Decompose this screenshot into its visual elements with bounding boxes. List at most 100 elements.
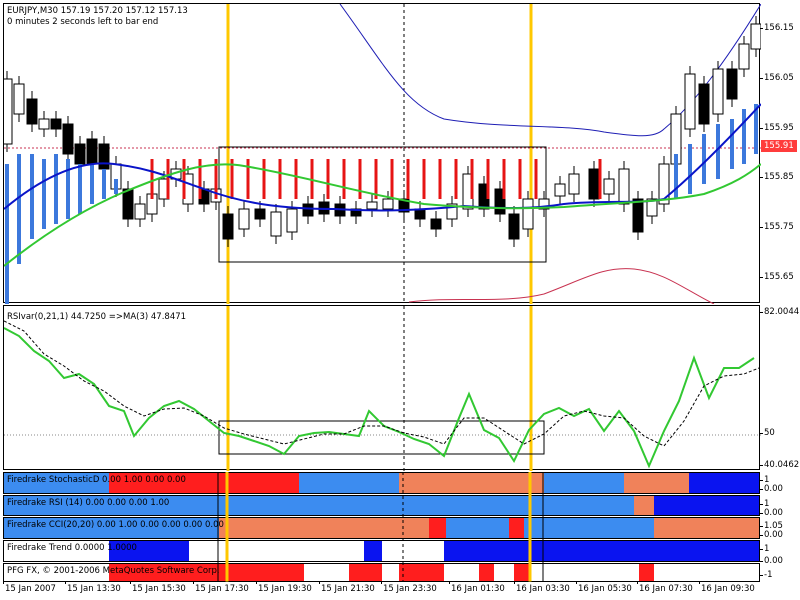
heat-axis: 1 0.00 1 0.00 1.05 0.00 1 0.00 -1 [759,472,800,582]
candle-body [62,123,74,155]
heat-row-label: Firedrake Trend 0.0000 1.0000 [7,543,137,553]
time-tick-label: 15 Jan 15:30 [132,584,186,594]
time-tick-label: 16 Jan 05:30 [578,584,632,594]
signal-bar [390,159,394,199]
time-tick-label: 15 Jan 13:30 [67,584,121,594]
signal-bar [502,159,506,199]
trend-bar [754,104,758,154]
trend-bar [66,159,70,219]
trend-bar [702,134,706,184]
cci-heat-row[interactable]: Firedrake CCI(20,20) 0.00 1.00 0.00 0.00… [3,517,760,539]
signal-bar [326,159,330,199]
heat-cell [654,518,759,538]
signal-bar [438,159,442,199]
heat-cell [304,564,349,581]
candle-body [254,208,266,220]
candle-body [74,143,86,165]
trend-bar [90,164,94,204]
heat-cell [299,496,399,515]
candle-body [446,203,458,220]
trend-bar [30,154,34,239]
candle-body [302,203,314,217]
heat-tick: 0.00 [760,556,783,566]
candle-body [603,178,615,195]
candle-body [366,201,378,210]
candle-body [4,78,13,145]
heat-cell [349,564,382,581]
rsi-indicator-pane[interactable]: RSIvar(0,21,1) 44.7250 =>MA(3) 47.8471 [3,305,761,471]
heat-cell [109,541,189,561]
candle-body [414,208,426,220]
signal-bar [294,159,298,199]
trend-bar [716,124,720,179]
time-tick-label: 16 Jan 01:30 [451,584,505,594]
time-tick-label: 15 Jan 2007 [5,584,56,594]
trend-heat-row[interactable]: Firedrake Trend 0.0000 1.0000 [3,540,760,562]
trend-bar [42,159,46,229]
time-tick [130,581,131,584]
time-tick-label: 16 Jan 09:30 [701,584,755,594]
time-tick [3,581,4,584]
heat-cell [509,518,524,538]
signal-bar [454,159,458,199]
price-axis: 156.15 156.05 155.95 155.91 155.85 155.7… [760,3,800,303]
rsi-canvas [4,306,761,471]
trend-bar [5,164,9,304]
candle-body [684,73,696,130]
current-price-tag: 155.91 [761,140,797,152]
time-tick [193,581,194,584]
candle-body [270,211,282,237]
copyright-label: PFG FX, © 2001-2006 MetaQuotes Software … [7,566,220,576]
time-tick [699,581,700,584]
bar-timer: 0 minutes 2 seconds left to bar end [7,17,159,27]
heat-cell [299,473,399,493]
heat-cell [4,564,109,581]
heat-cell [494,564,514,581]
candle-body [38,118,50,130]
rsi-tick: 82.0044 [759,307,800,317]
time-tick [256,581,257,584]
candle-body [50,118,62,130]
heat-cell [514,564,529,581]
heat-row-label: Firedrake CCI(20,20) 0.00 1.00 0.00 0.00… [7,520,224,530]
heat-tick: 0.00 [760,484,783,494]
heat-cell [399,496,544,515]
stochastic-heat-row[interactable]: Firedrake StochasticD 0.00 1.00 0.00 0.0… [3,472,760,494]
candle-body [712,68,724,115]
price-tick: 156.05 [760,73,794,83]
heat-cell [544,541,759,561]
candle-body [430,218,442,230]
trend-bar [688,144,692,194]
rsi-label: RSIvar(0,21,1) 44.7250 =>MA(3) 47.8471 [7,312,187,322]
firedrake-indicators-panel: Firedrake StochasticD 0.00 1.00 0.00 0.0… [3,472,760,582]
time-tick-label: 15 Jan 17:30 [195,584,249,594]
rsi-heat-row[interactable]: Firedrake RSI (14) 0.00 0.00 0.00 1.00 [3,495,760,516]
heat-tick: 1 [759,499,770,509]
price-chart-pane[interactable]: EURJPY,M30 157.19 157.20 157.12 157.13 0… [3,3,761,304]
heat-cell [382,541,444,561]
trend-bar [114,179,118,194]
heat-cell [429,518,446,538]
heat-cell [479,564,494,581]
candle-body [238,208,250,230]
signal-bar [470,159,474,199]
candle-body [698,83,710,125]
candle-body [726,68,738,100]
signal-bar [534,159,538,199]
rsi-line [4,327,755,469]
candle-body [738,43,750,70]
time-tick [514,581,515,584]
candle-body [522,198,534,230]
heat-cell [4,518,219,538]
signal-bar [374,159,378,199]
candle-body [222,213,234,240]
heat-cell [444,541,544,561]
heat-cell [444,564,479,581]
time-tick [576,581,577,584]
heat-cell [399,473,544,493]
trend-bar [730,119,734,169]
copyright-heat-row[interactable]: PFG FX, © 2001-2006 MetaQuotes Software … [3,563,760,582]
time-axis: 15 Jan 2007 15 Jan 13:30 15 Jan 15:30 15 Ja… [3,581,760,600]
candle-body [26,98,38,125]
heat-tick: 1 [759,475,770,485]
